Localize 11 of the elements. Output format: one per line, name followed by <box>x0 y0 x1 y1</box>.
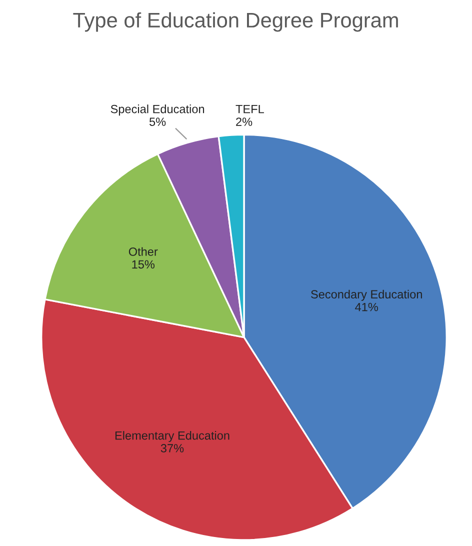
data-label: 37% <box>160 444 184 452</box>
chart-title: Type of Education Degree Program <box>73 12 398 32</box>
slice-label: Elementary Education <box>115 431 230 442</box>
data-label: 2% <box>236 118 252 126</box>
data-label: 5% <box>149 118 166 126</box>
slice-label: TEFL <box>236 104 264 114</box>
data-label: 41% <box>355 302 378 312</box>
slice-label: Other <box>128 247 158 256</box>
slice-label: Secondary Education <box>311 290 422 301</box>
slice-label: Special Education <box>110 104 204 116</box>
data-label: 15% <box>132 260 155 269</box>
